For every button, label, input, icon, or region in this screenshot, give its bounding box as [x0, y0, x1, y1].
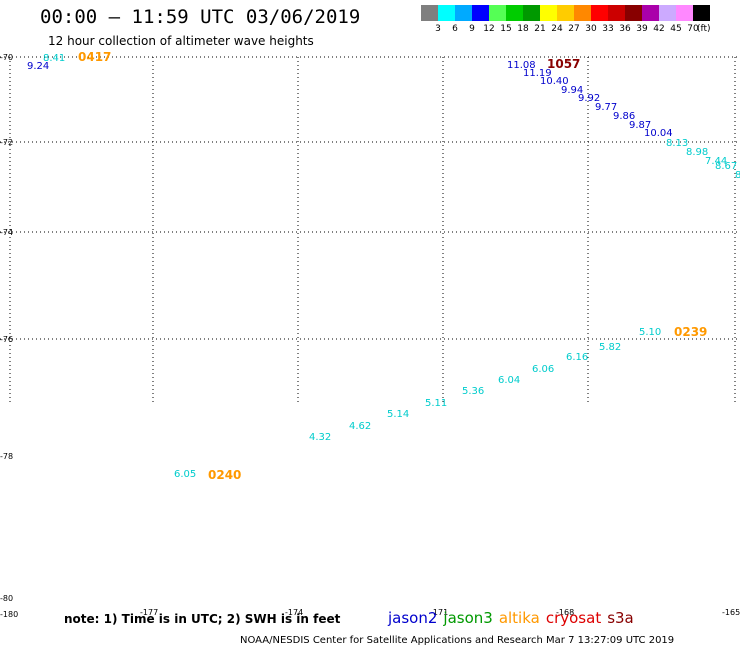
legend-entry-jason2: jason2 — [388, 609, 438, 627]
colorbar-tick-label: 45 — [670, 24, 682, 34]
colorbar-unit: (ft) — [697, 24, 711, 34]
latitude-label: -70 — [0, 53, 13, 62]
colorbar-tick-label: 39 — [636, 24, 648, 34]
satellite-legend: jason2 jason3 altika cryosat s3a — [388, 609, 640, 627]
colorbar-tick-label: 42 — [653, 24, 665, 34]
colorbar-swatch — [489, 5, 506, 21]
colorbar-swatch — [540, 5, 557, 21]
colorbar-swatch — [693, 5, 710, 21]
colorbar-swatch — [421, 5, 438, 21]
wave-height-label: 11.19 — [523, 68, 552, 79]
wave-height-label: 4.32 — [309, 432, 331, 443]
longitude-label: -171 — [430, 608, 448, 617]
wave-height-label: 10.40 — [540, 76, 569, 87]
colorbar-tick-label: 21 — [534, 24, 546, 34]
pass-time-label: 0240 — [208, 468, 241, 482]
latitude-label: -80 — [0, 594, 13, 603]
wave-height-label: 8.67 — [715, 161, 737, 172]
wave-height-label: 4.62 — [349, 421, 371, 432]
colorbar-tick-label: 70 — [687, 24, 699, 34]
colorbar-swatch — [523, 5, 540, 21]
legend-entry-s3a: s3a — [607, 609, 634, 627]
latitude-label: -78 — [0, 452, 13, 461]
colorbar-swatch — [659, 5, 676, 21]
wave-height-label: 5.11 — [425, 398, 447, 409]
colorbar-swatch — [608, 5, 625, 21]
graticule — [0, 56, 740, 405]
longitude-label: -180 — [0, 610, 18, 619]
latitude-label: -76 — [0, 335, 13, 344]
colorbar-swatch — [438, 5, 455, 21]
pass-time-label: 0417 — [78, 50, 111, 64]
latitude-label: -74 — [0, 228, 13, 237]
wave-height-label: 5.82 — [599, 342, 621, 353]
legend-entry-cryosat: cryosat — [545, 609, 602, 627]
longitude-label: -174 — [285, 608, 303, 617]
colorbar-tick-label: 33 — [602, 24, 614, 34]
wave-height-label: 9.87 — [629, 120, 651, 131]
colorbar-swatch — [506, 5, 523, 21]
colorbar-swatch — [676, 5, 693, 21]
wave-height-label: 9.77 — [595, 102, 617, 113]
colorbar-swatch — [455, 5, 472, 21]
longitude-label: -168 — [556, 608, 574, 617]
colorbar-swatch — [472, 5, 489, 21]
colorbar-swatch — [642, 5, 659, 21]
wave-height-label: 9.94 — [561, 85, 583, 96]
wave-height-label: 6.06 — [532, 364, 554, 375]
legend-entry-altika: altika — [498, 609, 540, 627]
wave-height-label: 9.24 — [27, 61, 49, 72]
colorbar-tick-label: 30 — [585, 24, 597, 34]
wave-height-label: 5.10 — [639, 327, 661, 338]
wave-height-label: 6.04 — [498, 375, 520, 386]
axis-labels: -70 -72 -74 -76 -78 -80 -180 -177 -174 -171 -168 -1… — [0, 53, 740, 619]
colorbar-swatch — [591, 5, 608, 21]
wave-height-label: 7.44 — [705, 156, 727, 167]
wave-height-label: 8 — [735, 170, 740, 181]
colorbar-swatch — [625, 5, 642, 21]
wave-height-label: 11.08 — [507, 60, 536, 71]
colorbar-tick-label: 9 — [469, 24, 475, 34]
wave-height-label: 9.86 — [613, 111, 635, 122]
wave-height-label: 8.41 — [43, 53, 65, 64]
wave-height-label: 5.14 — [387, 409, 409, 420]
colorbar-tick-label: 18 — [517, 24, 529, 34]
credit-line: NOAA/NESDIS Center for Satellite Applica… — [240, 635, 675, 646]
wave-height-label: 10.04 — [644, 128, 673, 139]
satellite-tracks: 9.24 11.0811.1910.409.949.929.779.869.871… — [27, 50, 740, 482]
map-note: note: 1) Time is in UTC; 2) SWH is in fe… — [64, 612, 341, 626]
map-subtitle: 12 hour collection of altimeter wave hei… — [48, 34, 314, 48]
wave-height-label: 8.98 — [686, 147, 708, 158]
colorbar-swatch — [574, 5, 591, 21]
wave-height-label: 9.92 — [578, 93, 600, 104]
colorbar-tick-label: 3 — [435, 24, 441, 34]
colorbar-tick-label: 27 — [568, 24, 580, 34]
wave-height-label: 5.36 — [462, 386, 484, 397]
longitude-label: -165 — [722, 608, 740, 617]
pass-time-label: 0239 — [674, 325, 707, 339]
wave-height-label: 6.05 — [174, 469, 196, 480]
wave-height-label: 6.16 — [566, 352, 588, 363]
latitude-label: -72 — [0, 138, 13, 147]
colorbar-tick-label: 6 — [452, 24, 458, 34]
colorbar-tick-label: 36 — [619, 24, 631, 34]
longitude-label: -177 — [140, 608, 158, 617]
colorbar-tick-label: 15 — [500, 24, 512, 34]
legend-entry-jason3: jason3 — [443, 609, 493, 627]
colorbar-tick-label: 24 — [551, 24, 563, 34]
colorbar-swatch — [557, 5, 574, 21]
colorbar-tick-label: 12 — [483, 24, 495, 34]
wave-height-label: 8.13 — [666, 138, 688, 149]
map-title: 00:00 – 11:59 UTC 03/06/2019 — [40, 6, 361, 28]
pass-time-label: 1057 — [547, 57, 580, 71]
